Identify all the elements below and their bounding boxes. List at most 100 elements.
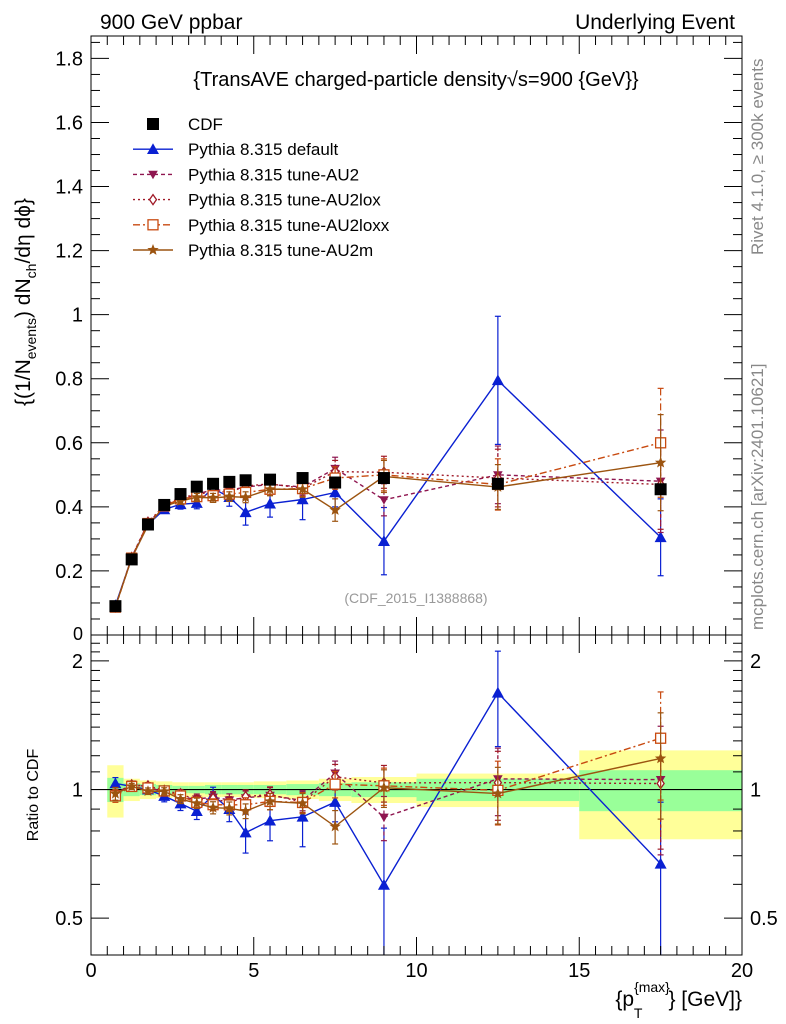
analysis-label: (CDF_2015_I1388868) [344,590,487,606]
legend-label: Pythia 8.315 tune-AU2loxx [188,216,390,235]
x-label-part1: {p [615,988,634,1011]
y-label-sub2: ch [23,264,39,279]
ratio-point [377,878,390,890]
legend-marker-cdf [147,118,159,130]
cdf-data-point [377,472,390,485]
mcplots-label: mcplots.cern.ch [arXiv:2401.10621] [748,364,767,630]
series-line [114,442,661,608]
ratio-point [329,778,341,790]
data-point [174,495,187,506]
cdf-data-point [654,483,667,496]
data-point [329,504,341,515]
data-point [491,374,504,386]
main-y-tick-label: 1.2 [55,241,83,263]
cdf-data-point [158,498,171,511]
data-point [223,490,235,502]
data-point [296,493,309,505]
y-label-part2: ) dN [12,278,35,318]
ratio-point [264,795,276,807]
main-y-tick-label: 0.6 [55,433,83,455]
data-point [379,496,389,505]
legend-marker [147,143,159,154]
ratio-point [654,857,667,869]
cdf-data-point [239,474,252,487]
x-tick-label: 20 [731,960,753,982]
legend-label: Pythia 8.315 tune-AU2lox [188,191,381,210]
ratio-point [158,785,170,797]
main-y-tick-label: 1.4 [55,177,83,199]
rivet-label: Rivet 4.1.0, ≥ 300k events [748,59,767,255]
cdf-data-point [141,518,154,531]
main-panel-axes: 0.2 0.4 0.6 0.8 1 1.2 1.4 1.6 1.8 0 [55,35,743,644]
y-label-part3: /dη dϕ} [12,198,35,263]
data-point [191,491,203,503]
data-point [654,531,667,543]
x-tick-label: 10 [405,960,427,982]
ratio-point [190,805,203,817]
legend-marker [148,193,158,206]
ratio-point [378,781,390,793]
ratio-y-tick-label-right: 2 [750,651,761,673]
ratio-point [109,777,122,789]
x-tick-label: 15 [568,960,590,982]
ratio-point [379,813,389,823]
legend: CDF Pythia 8.315 default Pythia 8.315 tune… [133,115,390,260]
ratio-y-tick-label: 2 [72,651,83,673]
ratio-point [191,797,203,809]
y-label-part1: {(1/N [12,359,35,406]
cdf-data-point [125,553,138,566]
ratio-point [492,787,504,799]
ratio-panel-series [109,650,667,955]
header-left: 900 GeV ppbar [100,11,242,34]
legend-label-cdf: CDF [188,115,223,134]
data-point [207,491,219,503]
ratio-point [491,686,504,698]
legend-marker [147,219,159,231]
cdf-data-point [329,476,342,489]
ratio-point [109,787,122,799]
x-label-part2: } [GeV]} [668,988,742,1011]
x-label-sub: T [634,1005,643,1021]
data-point [239,491,252,503]
legend-label: Pythia 8.315 tune-AU2 [188,165,359,184]
main-y-tick-label: 1.6 [55,112,83,134]
cdf-data-point [296,472,309,485]
x-label-sup: {max} [634,979,670,995]
data-point [190,497,203,508]
data-point [377,535,390,546]
cdf-data-point [223,475,236,488]
ratio-y-tick-label: 0.5 [55,908,83,930]
ratio-point [223,802,235,814]
ratio-point [142,785,154,796]
cdf-data-point [491,477,504,490]
legend-label: Pythia 8.315 tune-AU2m [188,241,373,260]
data-point [239,506,252,518]
main-panel-series [109,315,667,613]
cdf-data-point [174,488,187,501]
legend-marker [148,170,158,180]
cdf-data-point [190,480,203,493]
x-tick-label: 0 [85,960,96,982]
data-point [264,497,277,509]
main-y-tick-label: 0.2 [55,561,83,583]
ratio-point [207,801,219,813]
ratio-panel-axes: 0 5 10 15 20 0.5 0.5 1 1 2 2 [55,634,778,982]
ratio-panel-bands [91,750,742,840]
ratio-point [296,810,309,822]
ratio-point [239,805,252,816]
ratio-point [264,814,277,826]
data-point [296,483,309,495]
x-axis-label: {p{max} T } [GeV]} [615,979,742,1021]
main-y-tick-label: 0.8 [55,369,83,391]
data-point [264,483,276,495]
header-right: Underlying Event [575,11,735,34]
y-label-sub1: events [23,318,39,359]
cdf-data-point [109,600,122,613]
legend-label: Pythia 8.315 default [188,140,339,159]
ratio-y-tick-label: 1 [72,780,83,802]
ratio-y-tick-label-right: 0.5 [750,908,778,930]
ratio-point [654,752,667,764]
y-axis-label: {(1/Nevents) dNch/dη dϕ} [12,198,39,406]
cdf-data-point [207,477,220,490]
